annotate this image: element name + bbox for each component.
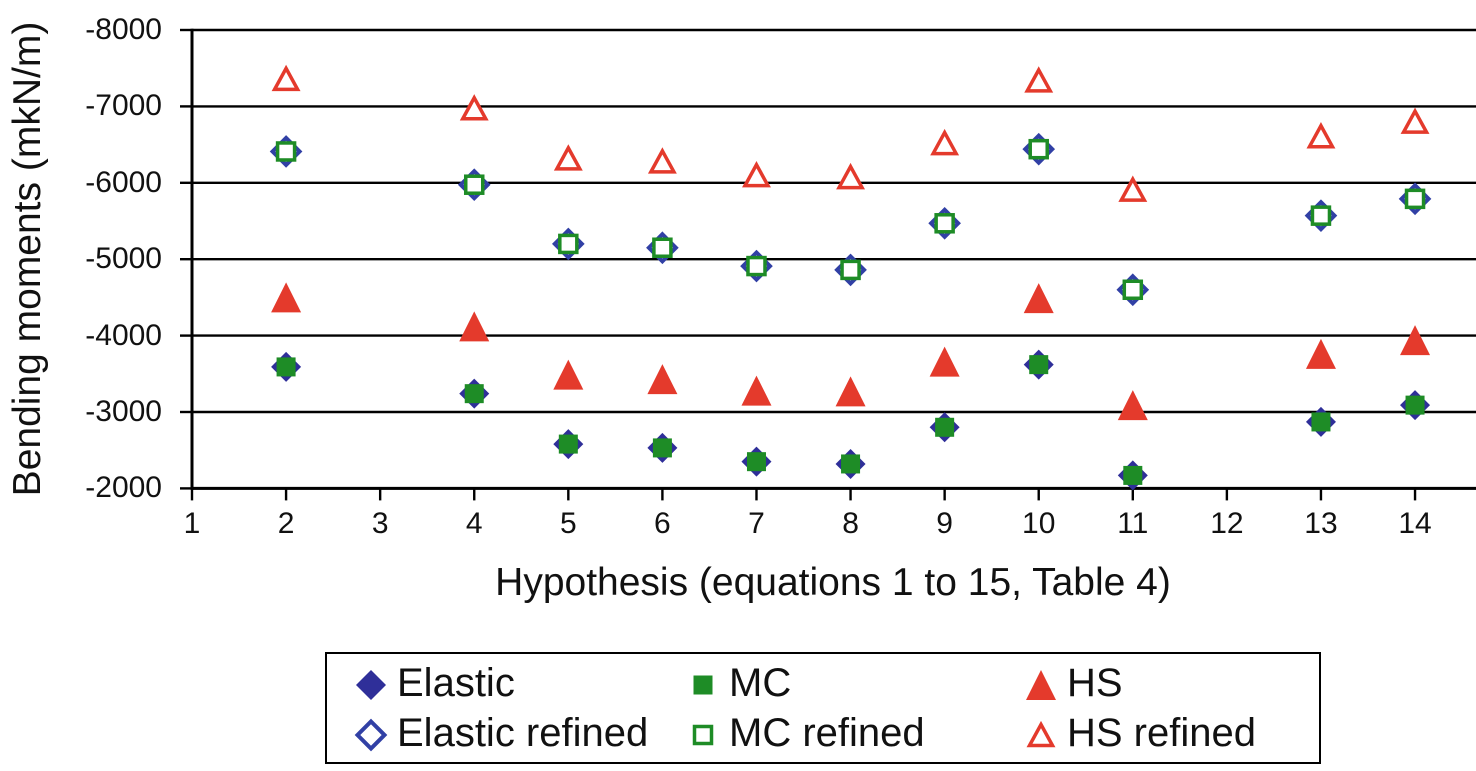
marker-hs-x14: [1400, 325, 1431, 356]
marker-hs-refined-x6: [647, 147, 677, 174]
marker-hs-x13: [1305, 338, 1336, 369]
legend-glyph-mc: [693, 675, 713, 695]
x-tick-label: 14: [1398, 507, 1432, 540]
legend-label-hs: HS: [1067, 660, 1123, 705]
legend-glyph-elastic-refined: [354, 718, 388, 752]
marker-hs-x11: [1117, 390, 1148, 421]
marker-hs-x2: [271, 282, 302, 313]
x-tick-label: 9: [936, 507, 953, 540]
marker-mc-x11: [1123, 465, 1143, 485]
legend-item-elastic-refined: Elastic refined: [351, 711, 683, 756]
marker-mc-x5: [558, 434, 578, 454]
marker-mc-refined-x13: [1310, 205, 1332, 226]
marker-mc-refined-x5: [558, 233, 579, 255]
y-tick-label: -3000: [85, 395, 162, 428]
marker-hs-refined-x9: [930, 128, 960, 156]
marker-mc-refined-x9: [934, 213, 955, 234]
marker-hs-refined-x7: [742, 161, 771, 188]
marker-mc-x2: [276, 357, 296, 377]
marker-mc-x10: [1029, 355, 1049, 375]
x-tick-label: 1: [183, 507, 201, 540]
x-tick-label: 8: [842, 507, 859, 540]
marker-mc-x14: [1405, 395, 1425, 415]
marker-hs-x5: [553, 359, 584, 390]
y-tick-label: -7000: [85, 89, 162, 123]
legend-marker-hs-refined-icon: [1026, 720, 1056, 748]
marker-hs-x6: [647, 364, 678, 395]
x-tick-label: 12: [1210, 507, 1244, 540]
x-tick-label: 5: [559, 507, 577, 540]
marker-hs-refined-x8: [836, 162, 866, 190]
x-tick-label: 4: [465, 507, 483, 540]
legend-item-mc: MC: [683, 661, 1021, 706]
x-axis-title: Hypothesis (equations 1 to 15, Table 4): [495, 561, 1171, 604]
x-tick-label: 3: [371, 507, 389, 540]
y-tick-label: -4000: [85, 318, 162, 352]
marker-hs-refined-x13: [1306, 122, 1336, 149]
marker-mc-refined-x11: [1122, 279, 1144, 301]
marker-hs-refined-x5: [553, 144, 583, 171]
x-tick-label: 10: [1022, 507, 1056, 540]
legend-glyph-hs-refined: [1026, 720, 1056, 748]
marker-mc-x9: [935, 417, 955, 437]
marker-hs-refined-x2: [271, 64, 301, 92]
legend-label-elastic: Elastic: [397, 660, 515, 705]
legend-box: Elastic MC HS Elastic refined MC refined…: [325, 652, 1321, 764]
x-tick-label: 13: [1304, 507, 1338, 540]
legend-label-mc-refined: MC refined: [729, 710, 925, 755]
marker-mc-x13: [1311, 412, 1331, 432]
legend-marker-mc-refined-icon: [692, 724, 714, 746]
y-tick-label: -8000: [85, 13, 162, 46]
legend-item-hs-refined: HS refined: [1021, 711, 1319, 756]
marker-hs-x9: [929, 346, 960, 377]
marker-hs-refined-x4: [459, 94, 489, 121]
x-tick-label: 7: [748, 507, 765, 540]
marker-hs-refined-x10: [1024, 66, 1054, 93]
legend-marker-mc-icon: [693, 675, 713, 695]
legend-marker-hs-icon: [1026, 670, 1056, 700]
marker-mc-refined-x8: [840, 259, 861, 281]
legend-item-elastic: Elastic: [351, 661, 683, 706]
x-tick-label: 11: [1117, 507, 1149, 540]
legend-label-elastic-refined: Elastic refined: [397, 710, 649, 755]
marker-mc-refined-x10: [1028, 138, 1049, 160]
marker-hs-x10: [1023, 283, 1054, 314]
marker-hs-x4: [459, 311, 490, 342]
y-tick-label: -2000: [85, 471, 162, 505]
marker-hs-refined-x14: [1400, 107, 1430, 134]
marker-mc-refined-x14: [1404, 188, 1426, 210]
legend-item-mc-refined: MC refined: [683, 711, 1021, 756]
x-tick-label: 2: [277, 507, 295, 540]
legend-glyph-mc-refined: [692, 724, 714, 746]
marker-mc-x8: [841, 454, 861, 474]
marker-mc-refined-x7: [746, 255, 767, 277]
y-tick-label: -6000: [85, 165, 162, 199]
x-tick-label: 6: [654, 507, 671, 540]
legend-item-hs: HS: [1021, 661, 1319, 706]
legend-label-mc: MC: [729, 660, 792, 705]
marker-mc-refined-x6: [652, 237, 673, 258]
marker-hs-refined-x11: [1118, 175, 1148, 202]
legend-glyph-elastic: [356, 670, 386, 700]
marker-mc-x6: [652, 438, 672, 458]
marker-mc-refined-x2: [275, 141, 297, 162]
marker-mc-x7: [746, 452, 766, 472]
marker-mc-x4: [464, 384, 484, 404]
marker-hs-x7: [741, 375, 772, 406]
legend-marker-elastic-refined-icon: [354, 718, 388, 752]
marker-hs-x8: [835, 376, 866, 407]
marker-mc-refined-x4: [463, 174, 485, 195]
legend-glyph-hs: [1026, 670, 1056, 700]
legend-label-hs-refined: HS refined: [1067, 710, 1256, 755]
legend-marker-elastic-icon: [356, 670, 386, 700]
y-tick-label: -5000: [85, 242, 162, 276]
